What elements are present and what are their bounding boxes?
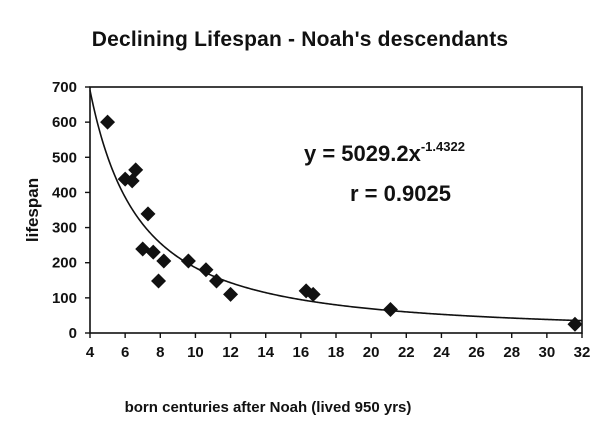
data-point (100, 114, 116, 130)
x-tick-label: 20 (363, 344, 380, 361)
y-tick-label: 400 (52, 184, 77, 201)
x-tick-label: 18 (328, 344, 345, 361)
x-tick-label: 28 (503, 344, 520, 361)
x-tick-label: 4 (86, 344, 95, 361)
x-tick-label: 8 (156, 344, 164, 361)
x-tick-label: 32 (574, 344, 591, 361)
equation-annotation: y = 5029.2x-1.4322 (304, 139, 465, 166)
y-tick-label: 100 (52, 290, 77, 307)
data-points (100, 114, 583, 332)
data-point (209, 273, 225, 289)
axes (85, 86, 583, 338)
y-tick-label: 600 (52, 114, 77, 131)
x-tick-label: 12 (222, 344, 239, 361)
data-point (140, 206, 156, 222)
data-point (198, 262, 214, 278)
data-point (145, 244, 161, 260)
y-tick-label: 200 (52, 255, 77, 272)
y-tick-label: 700 (52, 79, 77, 96)
r-value-annotation: r = 0.9025 (350, 181, 451, 206)
data-point (180, 253, 196, 269)
x-tick-label: 26 (468, 344, 485, 361)
x-tick-label: 30 (539, 344, 556, 361)
equation-exponent: -1.4322 (421, 139, 465, 154)
x-axis-title: born centuries after Noah (lived 950 yrs… (125, 399, 412, 416)
x-tick-label: 6 (121, 344, 129, 361)
plot-frame (89, 86, 583, 334)
equation-prefix: y = 5029.2x (304, 141, 422, 166)
trendline-group (89, 90, 583, 322)
y-axis-title: lifespan (23, 178, 42, 242)
data-point (567, 316, 583, 332)
tick-labels: 0 100 200 300 400 500 600 700 4 6 8 10 12 14 16 18 20 22 2… (52, 79, 590, 361)
x-tick-label: 14 (257, 344, 274, 361)
x-tick-label: 22 (398, 344, 415, 361)
data-point (156, 253, 172, 269)
data-point (305, 286, 321, 302)
y-tick-label: 500 (52, 149, 77, 166)
data-point (128, 162, 144, 178)
data-point (151, 273, 167, 289)
trendline (89, 90, 583, 322)
y-tick-label: 0 (69, 325, 77, 342)
x-tick-label: 24 (433, 344, 450, 361)
data-point (223, 286, 239, 302)
x-tick-label: 16 (293, 344, 310, 361)
y-tick-label: 300 (52, 220, 77, 237)
chart-title: Declining Lifespan - Noah's descendants (91, 28, 509, 51)
data-point (382, 301, 398, 317)
x-tick-label: 10 (187, 344, 204, 361)
